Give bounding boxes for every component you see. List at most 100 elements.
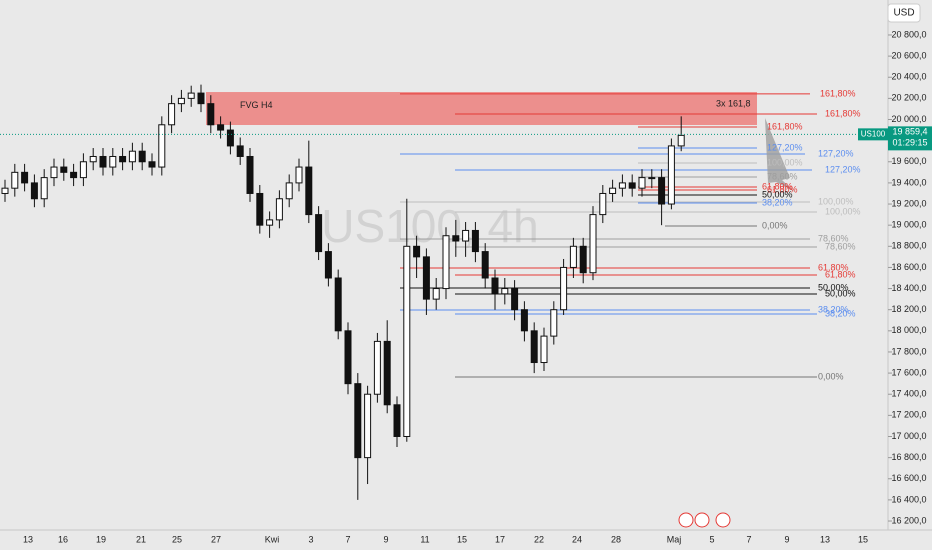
candle-body: [70, 171, 78, 179]
x-tick-label: 9: [383, 534, 388, 544]
fib-label: 61,80%: [818, 262, 849, 272]
candle-body: [648, 177, 656, 180]
currency[interactable]: USD: [893, 8, 914, 19]
candle-body: [432, 288, 440, 300]
candle-body: [30, 182, 38, 200]
x-tick-label: 5: [709, 534, 714, 544]
candle-body: [481, 251, 489, 279]
candle-body: [128, 150, 136, 163]
candle-body: [520, 309, 528, 332]
y-tick-label: 18 400,0: [891, 283, 926, 293]
x-tick-label: 22: [534, 534, 544, 544]
candle-body: [148, 161, 156, 168]
candle-body: [530, 330, 538, 364]
fib-label: 127,20%: [825, 164, 861, 174]
x-tick-label: 27: [211, 534, 221, 544]
event-icon[interactable]: [715, 512, 731, 528]
candle-body: [50, 166, 58, 179]
x-tick-label: 13: [820, 534, 830, 544]
x-tick-label: 7: [345, 534, 350, 544]
fib-label: 127,20%: [818, 148, 854, 158]
fib-label: 161,80%: [767, 121, 803, 131]
y-tick-label: 19 200,0: [891, 198, 926, 208]
watermark: US100, 4h: [321, 200, 538, 252]
fib-label: 38,20%: [825, 308, 856, 318]
y-tick-label: 16 600,0: [891, 473, 926, 483]
candle-body: [638, 177, 646, 189]
candle-body: [11, 171, 19, 189]
candle-body: [354, 383, 362, 459]
fib-label: 0,00%: [818, 371, 844, 381]
y-tick-label: 18 800,0: [891, 241, 926, 251]
x-tick-label: 21: [136, 534, 146, 544]
x-tick-label: 19: [96, 534, 106, 544]
fib-label: 78,60%: [767, 171, 798, 181]
candle-body: [275, 198, 283, 221]
x-tick-label: 24: [572, 534, 582, 544]
y-tick-label: 20 200,0: [891, 93, 926, 103]
y-tick-label: 20 600,0: [891, 50, 926, 60]
fib-label: 61,80%: [825, 269, 856, 279]
fib-label: 61,80%: [762, 181, 793, 191]
x-tick-label: 15: [858, 534, 868, 544]
candle-body: [550, 309, 558, 337]
price-label: 19 859,4: [892, 127, 927, 137]
candle-body: [197, 92, 205, 105]
candle-body: [40, 177, 48, 200]
candle-body: [667, 145, 675, 205]
x-tick-label: 9: [784, 534, 789, 544]
fib-label: 78,60%: [818, 233, 849, 243]
candle-body: [89, 155, 97, 163]
y-tick-label: 16 400,0: [891, 494, 926, 504]
y-tick-label: 17 200,0: [891, 410, 926, 420]
fvg-label: FVG H4: [240, 100, 273, 110]
candle-body: [315, 214, 323, 253]
candle-body: [334, 277, 342, 332]
fib-label: 0,00%: [762, 220, 788, 230]
candle-body: [393, 404, 401, 437]
candle-body: [560, 266, 568, 311]
candle-body: [569, 245, 577, 268]
fib-label: 161,80%: [825, 108, 861, 118]
candle-body: [295, 166, 303, 184]
y-tick-label: 17 000,0: [891, 431, 926, 441]
fib-label: 127,20%: [767, 142, 803, 152]
fib-label: 100,00%: [825, 206, 861, 216]
y-tick-label: 20 000,0: [891, 114, 926, 124]
x-tick-label: 17: [495, 534, 505, 544]
y-tick-label: 20 800,0: [891, 29, 926, 39]
x-tick-label: Kwi: [265, 534, 280, 544]
candle-body: [236, 145, 244, 157]
candle-body: [158, 124, 166, 168]
y-tick-label: 17 600,0: [891, 367, 926, 377]
candle-body: [109, 155, 117, 168]
candle-body: [60, 166, 68, 173]
event-icon[interactable]: [678, 512, 694, 528]
candle-body: [226, 129, 234, 147]
fib-label: 50,00%: [825, 288, 856, 298]
fib-label: 100,00%: [767, 157, 803, 167]
symbol-tag: [858, 128, 888, 141]
event-icons: [678, 512, 731, 528]
candle-body: [266, 219, 274, 226]
fvg-zone: [206, 92, 757, 125]
extension-note: 3x 161,8: [716, 98, 751, 108]
y-tick-label: 20 400,0: [891, 72, 926, 82]
candle-body: [491, 277, 499, 295]
fib-label: 50,00%: [762, 189, 793, 199]
currency-button[interactable]: [887, 3, 921, 23]
y-tick-label: 19 600,0: [891, 156, 926, 166]
candle-body: [364, 393, 372, 459]
x-tick-label: 15: [457, 534, 467, 544]
x-tick-label: Maj: [667, 534, 682, 544]
price-tag: [888, 126, 932, 151]
candle-body: [246, 155, 254, 194]
projection-arrow: [765, 118, 795, 192]
candle-body: [1, 187, 9, 194]
candle-body: [21, 171, 29, 184]
candle-body: [501, 288, 509, 295]
candle-body: [285, 182, 293, 200]
event-icon[interactable]: [694, 512, 710, 528]
candle-body: [79, 161, 87, 179]
candle-body: [256, 192, 264, 226]
